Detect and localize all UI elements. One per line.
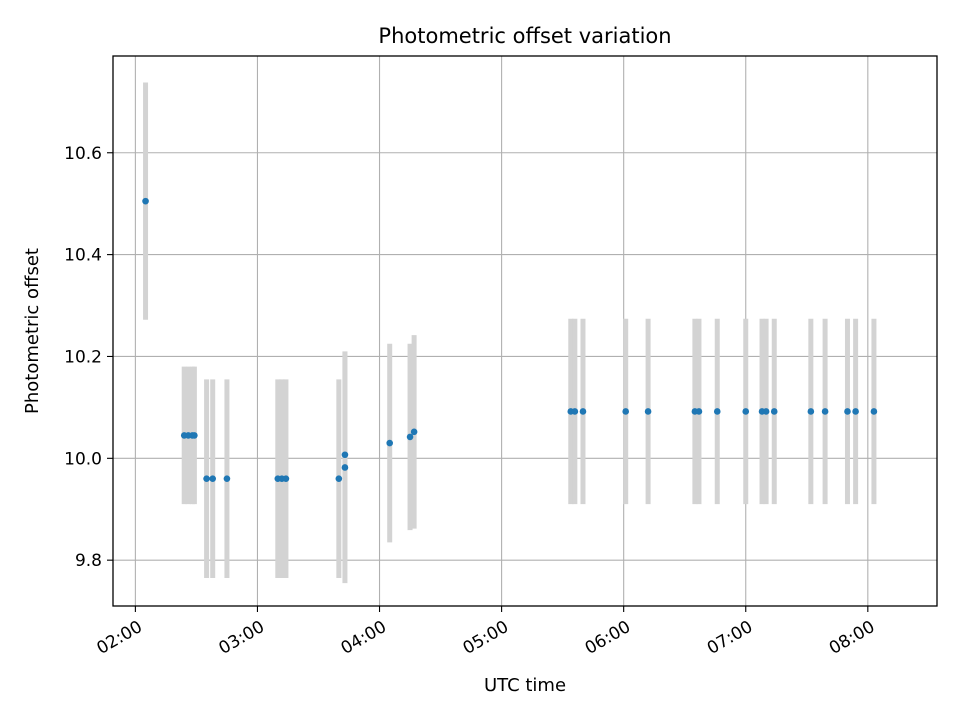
data-point [713, 408, 721, 415]
data-point [644, 408, 652, 415]
data-point [386, 439, 394, 447]
chart-title: Photometric offset variation [378, 24, 671, 48]
data-point [203, 475, 210, 482]
data-point [622, 408, 630, 415]
data-point [852, 408, 859, 415]
plot-frame [112, 55, 938, 607]
data-point [410, 428, 418, 436]
data-point [341, 464, 349, 471]
data-point [579, 408, 587, 415]
x-axis-title: UTC time [484, 675, 566, 696]
data-points [142, 197, 878, 482]
y-tick-label: 9.8 [75, 551, 102, 571]
data-point [762, 408, 770, 415]
grid [113, 56, 937, 606]
y-tick-label: 10.2 [64, 347, 102, 367]
data-point [142, 197, 149, 205]
data-point [406, 433, 414, 441]
data-point [335, 475, 343, 482]
data-point [209, 475, 216, 482]
data-point [821, 408, 829, 415]
y-axis-title: Photometric offset [22, 248, 43, 414]
data-point [807, 408, 815, 415]
data-point [571, 408, 579, 415]
data-point [341, 451, 349, 459]
y-tick-label: 10.6 [64, 144, 102, 164]
y-tick-label: 10.0 [64, 449, 102, 469]
data-point [844, 408, 851, 415]
data-point [223, 475, 231, 482]
y-tick-label: 10.4 [64, 246, 102, 266]
data-point [870, 408, 878, 415]
data-point [742, 408, 750, 415]
data-point [695, 408, 703, 415]
data-point [282, 475, 290, 482]
y-axis: 9.8 10.0 10.2 10.4 10.6 [64, 144, 113, 571]
data-point [191, 432, 198, 439]
data-point [770, 408, 778, 415]
